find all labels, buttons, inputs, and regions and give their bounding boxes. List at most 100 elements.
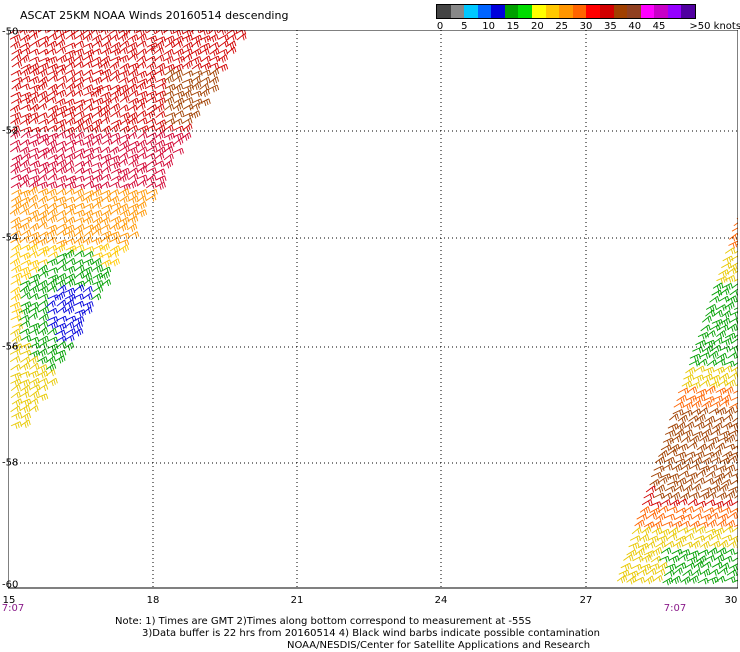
wind-barb	[18, 174, 30, 183]
wind-barb	[82, 236, 93, 246]
wind-barb	[716, 352, 728, 362]
wind-barb	[643, 550, 655, 558]
wind-barb	[715, 407, 727, 416]
wind-barb	[65, 82, 76, 92]
wind-barb	[209, 48, 220, 57]
wind-barb	[721, 262, 732, 270]
wind-barb	[708, 512, 719, 520]
wind-barb	[56, 105, 68, 114]
wind-barb	[46, 195, 58, 203]
wind-barb	[730, 311, 738, 319]
wind-barb	[146, 30, 158, 34]
wind-barb	[647, 535, 659, 544]
wind-barb	[725, 519, 736, 529]
wind-barb	[28, 209, 40, 218]
wind-barb	[688, 550, 700, 559]
wind-barb	[697, 549, 709, 557]
wind-barb	[27, 398, 39, 406]
wind-barb	[55, 322, 67, 331]
wind-barb	[679, 520, 691, 528]
wind-barb	[74, 131, 85, 140]
wind-barb	[28, 237, 40, 246]
wind-barb	[691, 568, 702, 577]
wind-barb	[19, 83, 31, 91]
wind-barb	[199, 82, 210, 91]
wind-barb	[687, 441, 698, 449]
wind-barb	[74, 236, 85, 246]
wind-barb	[64, 305, 75, 315]
wind-barb	[38, 245, 50, 254]
wind-barb	[20, 112, 33, 121]
wind-barb	[692, 506, 704, 514]
wind-barb	[18, 314, 30, 322]
wind-barb	[81, 159, 93, 167]
wind-barb	[73, 209, 86, 218]
wind-barb	[675, 451, 687, 460]
wind-barb	[82, 216, 94, 225]
wind-barb	[662, 521, 674, 528]
wind-barb	[110, 119, 122, 127]
wind-barb	[83, 133, 95, 142]
wind-barb	[190, 75, 201, 83]
wind-barb	[56, 175, 68, 184]
wind-barb	[127, 34, 139, 43]
wind-barb	[64, 278, 76, 287]
lat-label: -60	[2, 579, 19, 591]
wind-barb	[65, 75, 76, 83]
wind-barb	[108, 195, 120, 205]
wind-barb	[686, 472, 698, 480]
legend-tick-label: 20	[530, 21, 544, 32]
wind-barb	[697, 358, 708, 366]
wind-barb	[708, 408, 720, 415]
wind-barb	[90, 124, 101, 134]
wind-barb	[28, 259, 40, 268]
wind-barb	[694, 421, 705, 430]
wind-barb	[182, 123, 193, 133]
wind-barb	[63, 321, 75, 329]
wind-barb	[701, 561, 712, 569]
wind-barb	[685, 366, 696, 376]
wind-barb	[73, 123, 84, 133]
wind-barb	[28, 76, 40, 85]
wind-barb	[683, 374, 695, 383]
wind-barb	[712, 282, 724, 291]
wind-barb	[36, 102, 48, 110]
wind-barb	[19, 146, 30, 155]
wind-barb	[705, 304, 717, 313]
wind-barb	[9, 34, 21, 43]
wind-barb	[92, 97, 104, 106]
wind-barb	[47, 336, 59, 344]
wind-barb	[28, 279, 40, 286]
wind-barb	[56, 165, 68, 175]
wind-barb	[668, 555, 680, 564]
wind-barb	[688, 575, 699, 584]
wind-barb	[101, 47, 112, 57]
wind-barb	[19, 285, 30, 294]
legend-swatch	[559, 5, 573, 18]
wind-barb	[37, 348, 48, 357]
wind-barb	[28, 116, 39, 124]
wind-barb	[163, 103, 175, 111]
wind-barb	[65, 32, 76, 40]
wind-barb	[20, 67, 31, 77]
wind-barb	[100, 279, 112, 287]
wind-barb	[164, 63, 176, 72]
wind-barb	[100, 259, 112, 268]
legend-swatch	[518, 5, 533, 18]
wind-barb	[684, 451, 696, 459]
wind-barb	[83, 153, 95, 161]
wind-barb	[10, 41, 21, 50]
wind-barb	[55, 209, 67, 217]
wind-barb	[119, 195, 130, 204]
map-title: ASCAT 25KM NOAA Winds 20160514 descendin…	[20, 9, 289, 22]
wind-barb	[38, 76, 49, 85]
wind-barb	[10, 372, 22, 380]
wind-barb	[154, 30, 166, 35]
wind-barb	[153, 47, 165, 55]
wind-barb	[706, 519, 717, 528]
wind-barb	[722, 499, 733, 508]
wind-barb	[649, 479, 660, 488]
wind-barb	[729, 507, 738, 514]
wind-barb	[90, 48, 102, 56]
wind-barb	[73, 117, 85, 127]
